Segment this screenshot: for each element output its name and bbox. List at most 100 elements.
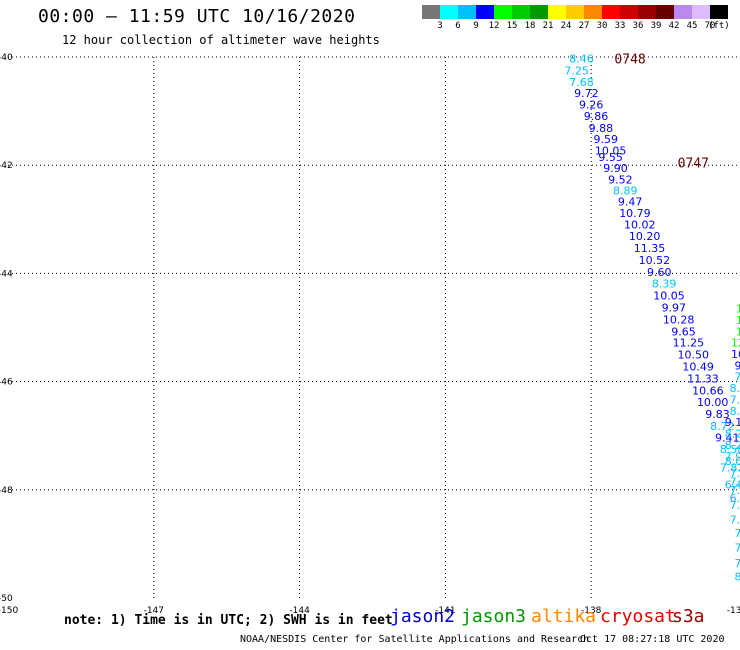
colorbar-swatch (422, 5, 440, 19)
wave-height-value: 8.89 (613, 185, 638, 198)
wave-height-value: 9.88 (589, 122, 614, 135)
wave-height-value: 7.68 (569, 76, 594, 89)
wave-height-value: 10.00 (697, 396, 729, 409)
wave-height-value: 7.79 (730, 499, 740, 512)
colorbar-swatch (674, 5, 692, 19)
wave-height-value: 13.16 (736, 303, 740, 316)
y-tick-label: -48 (0, 486, 13, 496)
colorbar-label: 30 (596, 21, 608, 31)
wave-height-value: 10.49 (682, 360, 714, 373)
colorbar-label: 18 (524, 21, 536, 31)
wave-height-value: 11.33 (687, 372, 719, 385)
wave-height-value: 8.63 (730, 405, 740, 418)
colorbar-swatch (548, 5, 566, 19)
colorbar-swatch (440, 5, 458, 19)
wave-height-value: 9.86 (584, 110, 609, 123)
wave-height-value: 9.65 (671, 325, 696, 338)
colorbar-label: 42 (668, 21, 680, 31)
wave-height-value: 10.53 (731, 348, 740, 361)
colorbar-swatch (530, 5, 548, 19)
time-labels: 0748074707460425074504260 (614, 53, 709, 172)
wave-height-value: 7.44 (730, 484, 740, 497)
wave-height-value: 8.72 (710, 420, 735, 433)
colorbar-label: 24 (560, 21, 572, 31)
axis-ticks: -150 -147 -144 -141 -138 -135 -40 -42 -44 -46 -48 -… (0, 53, 740, 616)
wave-height-value: 9.55 (598, 151, 623, 164)
wave-height-value: 7.96 (730, 514, 740, 527)
colorbar-swatch (620, 5, 638, 19)
wave-height-value: 10.05 (653, 290, 685, 303)
wave-height-value: 10.02 (624, 219, 656, 232)
x-tick-label: -144 (289, 606, 310, 616)
wave-height-value: 9.17 (725, 416, 740, 429)
wave-height-value: 13.66 (736, 314, 740, 327)
wave-height-value: 8.46 (569, 53, 594, 66)
colorbar-swatch (458, 5, 476, 19)
colorbar-unit: (ft) (708, 21, 730, 31)
wave-height-value: 10.20 (629, 230, 661, 243)
wave-height-value: 10.50 (678, 349, 710, 362)
colorbar-label: 27 (578, 21, 590, 31)
colorbar-swatch (710, 5, 728, 19)
wave-height-value: 10.05 (595, 145, 627, 158)
colorbar-label: 36 (632, 21, 644, 31)
wave-height-value: 8.26 (725, 439, 740, 452)
wave-height-value: 7.15 (734, 527, 740, 540)
colorbar-swatch (656, 5, 674, 19)
wave-height-value: 10.79 (619, 207, 651, 220)
wave-height-value: 10.52 (639, 254, 671, 267)
wave-height-value: 9.41 (715, 431, 740, 444)
colorbar-label: 9 (473, 21, 479, 31)
x-tick-label: -147 (144, 606, 164, 616)
colorbar-label: 33 (614, 21, 626, 31)
colorbar-labels: 3 6 9 12 15 18 21 24 27 30 33 36 39 42 45 70 (422, 21, 740, 35)
wave-height-value: 10.28 (663, 313, 695, 326)
wave-height-value: 8.29 (734, 570, 740, 583)
colorbar-label: 70 (704, 21, 716, 31)
y-tick-label: -46 (0, 378, 13, 388)
wave-height-value: 8.28 (725, 428, 740, 441)
wave-height-value: 7.38 (734, 542, 740, 555)
wave-height-value: 7.25 (564, 65, 589, 78)
wave-height-value: 7.82 (730, 467, 740, 480)
colorbar-label: 45 (686, 21, 698, 31)
footer-timestamp: Oct 17 08:27:18 UTC 2020 (580, 634, 725, 645)
colorbar-swatch (476, 5, 494, 19)
colorbar-label: 3 (437, 21, 443, 31)
x-tick-label: -135 (727, 606, 740, 616)
x-tick-label: -141 (435, 606, 455, 616)
wave-height-value: 9.97 (662, 301, 687, 314)
wave-height-value: 7.21 (734, 557, 740, 570)
colorbar-label: 21 (542, 21, 554, 31)
wave-height-value: 7.96 (725, 450, 740, 463)
wave-height-value: 7.85 (734, 371, 740, 384)
wave-height-value: 9.47 (618, 195, 643, 208)
wave-height-value: 9.60 (647, 266, 672, 279)
wave-height-value: 9.01 (734, 359, 740, 372)
legend-s3a: s3a (672, 606, 705, 627)
y-tick-label: -44 (0, 269, 13, 279)
pass-time-label: 0748 (614, 53, 645, 68)
y-tick-label: -50 (0, 594, 13, 604)
y-tick-label: -40 (0, 53, 13, 63)
colorbar (422, 5, 728, 19)
colorbar-swatch (692, 5, 710, 19)
x-tick-label: -138 (581, 606, 602, 616)
colorbar-swatch (602, 5, 620, 19)
wave-height-value: 7.82 (720, 462, 740, 475)
grid-lines (8, 56, 737, 598)
pass-time-label: 0747 (678, 156, 709, 171)
colorbar-label: 39 (650, 21, 662, 31)
wave-height-value: 13.19 (736, 325, 740, 338)
colorbar-swatch (512, 5, 530, 19)
colorbar-label: 12 (488, 21, 500, 31)
chart-title: 00:00 – 11:59 UTC 10/16/2020 (38, 6, 356, 27)
data-points: 8.467.257.689.729.269.869.889.5910.059.5… (564, 53, 740, 584)
wave-height-value: 8.39 (652, 278, 677, 291)
legend-jason3: jason3 (461, 606, 527, 627)
legend-jason2: jason2 (390, 606, 456, 627)
wave-height-value: 6.45 (725, 478, 740, 491)
colorbar-swatch (584, 5, 602, 19)
chart-subtitle: 12 hour collection of altimeter wave hei… (62, 33, 380, 47)
